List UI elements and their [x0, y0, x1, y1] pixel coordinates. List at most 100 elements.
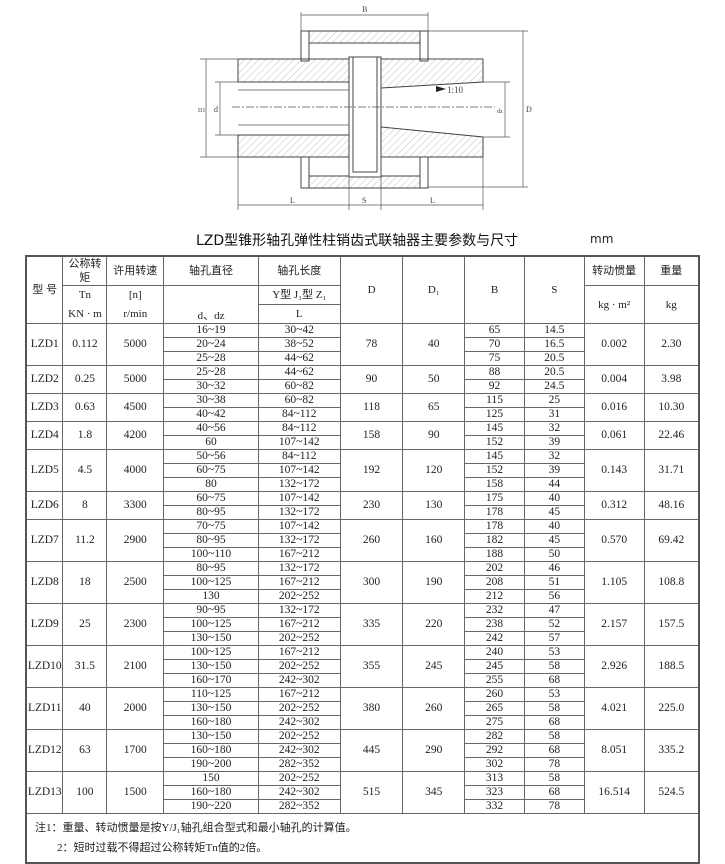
inertia-cell: 16.514	[583, 771, 645, 814]
D1-cell: 220	[402, 603, 466, 646]
dim-d-label: d	[214, 105, 218, 114]
model-cell: LZD3	[25, 393, 64, 422]
B-cell: 265	[464, 701, 525, 716]
bore-diameter-cell: 150	[163, 771, 259, 786]
bore-diameter-cell: 80~95	[163, 505, 259, 520]
B-cell: 242	[464, 631, 525, 646]
S-cell: 51	[523, 575, 585, 590]
D-cell: 445	[339, 729, 404, 772]
bore-length-cell: 44~62	[257, 351, 341, 366]
note-1: 注1：重量、转动惯量是按Y/J₁轴孔组合型式和最小轴孔的计算值。	[35, 822, 357, 834]
bore-length-cell: 38~52	[257, 337, 341, 352]
B-cell: 125	[464, 407, 525, 422]
S-cell: 78	[523, 757, 585, 772]
B-cell: 182	[464, 533, 525, 548]
speed-cell: 3300	[106, 491, 165, 520]
header-speed: 许用转速	[106, 255, 165, 286]
bore-length-cell: 202~252	[257, 771, 341, 786]
torque-cell: 18	[62, 561, 108, 604]
header-length-types: Y型 J₁型 Z₁	[257, 285, 341, 305]
table-row: 30~32 60~82 92 24.5	[26, 379, 699, 394]
bore-diameter-cell: 40~42	[163, 407, 259, 422]
model-cell: LZD8	[25, 561, 64, 604]
header-length: 轴孔长度	[257, 255, 341, 286]
table-row: LZD6 8 3300 60~75 107~142 230 130 175 40 0.312 48.…	[25, 491, 700, 520]
D-cell: 515	[339, 771, 404, 814]
D1-cell: 345	[402, 771, 466, 814]
table-row: LZD3 0.63 4500 30~38 60~82 118 65 115 25 0.016 10.…	[25, 393, 700, 422]
bore-length-cell: 202~252	[257, 729, 341, 744]
bore-diameter-cell: 130	[163, 589, 259, 604]
speed-cell: 2900	[106, 519, 165, 562]
B-cell: 88	[464, 365, 525, 380]
speed-cell: 1500	[106, 771, 165, 814]
header-torque: 公称转矩	[62, 255, 108, 286]
table-row: 60 107~142 152 39	[26, 435, 699, 450]
S-cell: 24.5	[523, 379, 585, 394]
S-cell: 68	[523, 785, 585, 800]
dim-D-label: D	[526, 105, 532, 114]
inertia-cell: 1.105	[583, 561, 645, 604]
bore-diameter-cell: 40~56	[163, 421, 259, 436]
B-cell: 245	[464, 659, 525, 674]
header-D: D	[339, 255, 404, 324]
torque-cell: 4.5	[62, 449, 108, 492]
bore-diameter-cell: 130~150	[163, 631, 259, 646]
inertia-cell: 0.016	[583, 393, 645, 422]
D-cell: 260	[339, 519, 404, 562]
parameters-table: 型 号 公称转矩 许用转速 轴孔直径 轴孔长度 D D₁ B S 转动惯量 重量…	[25, 255, 700, 864]
table-row: 60~75 107~142 152 39	[26, 463, 699, 478]
bore-length-cell: 60~82	[257, 379, 341, 394]
bore-diameter-cell: 25~28	[163, 351, 259, 366]
header-speed-symbol: [n]	[106, 285, 165, 305]
S-cell: 44	[523, 477, 585, 492]
torque-cell: 11.2	[62, 519, 108, 562]
inertia-cell: 2.157	[583, 603, 645, 646]
table-row: 20~24 38~52 70 16.5	[26, 337, 699, 352]
B-cell: 255	[464, 673, 525, 688]
S-cell: 40	[523, 491, 585, 506]
inertia-cell: 0.004	[583, 365, 645, 394]
B-cell: 212	[464, 589, 525, 604]
B-cell: 158	[464, 477, 525, 492]
S-cell: 58	[523, 659, 585, 674]
weight-cell: 157.5	[643, 603, 700, 646]
B-cell: 152	[464, 435, 525, 450]
table-row: LZD7 11.2 2900 70~75 107~142 260 160 178 40 0.570…	[25, 519, 700, 562]
dim-L-left-label: L	[290, 196, 295, 205]
D-cell: 230	[339, 491, 404, 520]
speed-cell: 5000	[106, 365, 165, 394]
S-cell: 58	[523, 729, 585, 744]
speed-cell: 4000	[106, 449, 165, 492]
B-cell: 145	[464, 421, 525, 436]
bore-length-cell: 167~212	[257, 645, 341, 660]
inertia-cell: 8.051	[583, 729, 645, 772]
bore-diameter-cell: 20~24	[163, 337, 259, 352]
inertia-cell: 0.143	[583, 449, 645, 492]
model-cell: LZD5	[25, 449, 64, 492]
D1-cell: 120	[402, 449, 466, 492]
header-bore-symbol: d、dz	[163, 285, 259, 324]
S-cell: 52	[523, 617, 585, 632]
D-cell: 118	[339, 393, 404, 422]
bore-diameter-cell: 160~180	[163, 743, 259, 758]
table-row: LZD2 0.25 5000 25~28 44~62 90 50 88 20.5 0.004 3.9…	[25, 365, 700, 394]
D-cell: 355	[339, 645, 404, 688]
S-cell: 53	[523, 645, 585, 660]
header-weight-unit: kg	[643, 285, 700, 324]
table-row: 80~95 132~172 178 45	[26, 505, 699, 520]
table-row: LZD1 0.112 5000 16~19 30~42 78 40 65 14.5 0.002 2.…	[25, 323, 700, 366]
weight-cell: 48.16	[643, 491, 700, 520]
speed-cell: 2300	[106, 603, 165, 646]
header-bore: 轴孔直径	[163, 255, 259, 286]
speed-cell: 5000	[106, 323, 165, 366]
table-row: 160~180 242~302 292 68	[26, 743, 699, 758]
B-cell: 332	[464, 799, 525, 814]
bore-length-cell: 202~252	[257, 659, 341, 674]
bore-diameter-cell: 25~28	[163, 365, 259, 380]
weight-cell: 3.98	[643, 365, 700, 394]
dim-dz-label: dz	[497, 109, 503, 115]
bore-length-cell: 242~302	[257, 785, 341, 800]
B-cell: 75	[464, 351, 525, 366]
header-length-symbol: L	[257, 304, 341, 324]
